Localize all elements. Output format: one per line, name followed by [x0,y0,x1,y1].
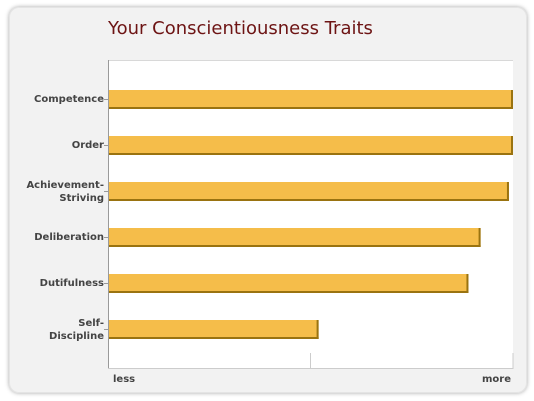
bar-edge [466,274,469,293]
bar-shade [109,153,513,155]
y-tick-label: Achievement- Striving [26,179,104,204]
bar [109,274,469,293]
y-tick-label: Deliberation [34,232,104,243]
y-tick-label: Order [71,140,104,151]
bar [109,136,513,155]
bar-shade [109,337,319,339]
bar-shade [109,199,509,201]
x-axis-max-label: more [482,374,512,385]
bar-shade [109,245,481,247]
bar-edge [316,320,319,339]
bar [109,228,481,247]
bar [109,320,319,339]
bar [109,182,509,201]
y-tick-label: Dutifulness [39,278,104,289]
bar-shade [109,107,513,109]
y-tick-label: Competence [34,94,104,105]
y-tick-label: Self- Discipline [49,317,104,342]
chart-title: Your Conscientiousness Traits [108,18,373,39]
bar-edge [506,182,509,201]
bar-edge [478,228,481,247]
bar-edge [511,136,513,155]
plot-area [108,60,513,369]
bar-shade [109,291,469,293]
bar-edge [511,90,513,109]
bar [109,90,513,109]
x-axis-min-label: less [113,374,136,385]
